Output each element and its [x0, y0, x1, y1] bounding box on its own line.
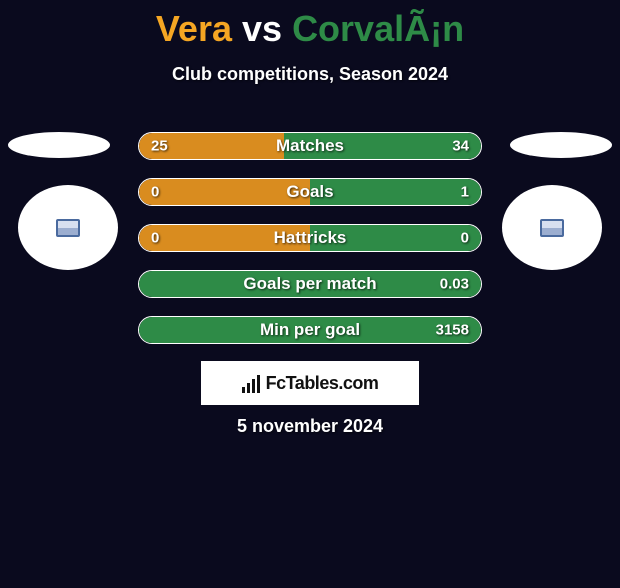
brand-logo: FcTables.com [242, 373, 379, 394]
stat-value-right: 0.03 [440, 276, 469, 293]
brand-text: FcTables.com [266, 373, 379, 394]
subtitle: Club competitions, Season 2024 [0, 64, 620, 85]
date-text: 5 november 2024 [0, 416, 620, 437]
brand-chart-icon [242, 373, 262, 393]
stat-value-right: 3158 [436, 322, 469, 339]
player1-club-circle [18, 185, 118, 270]
player2-club-badge-icon [540, 219, 564, 237]
stat-bar: Goals0 1 [138, 178, 482, 206]
stat-bar: Matches25 34 [138, 132, 482, 160]
stat-bars-container: Matches2534Goals01Hattricks00Goals per m… [138, 132, 482, 362]
player2-avatar-placeholder [510, 132, 612, 158]
stat-value-right: 34 [452, 138, 469, 155]
stat-value-right: 0 [461, 230, 469, 247]
stat-bar: Hattricks0 0 [138, 224, 482, 252]
stat-bar: Min per goal3158 [138, 316, 482, 344]
stat-label: Goals [139, 182, 481, 202]
stat-value-left: 0 [151, 184, 159, 201]
brand-box: FcTables.com [201, 361, 419, 405]
stat-label: Min per goal [139, 320, 481, 340]
player1-club-badge-icon [56, 219, 80, 237]
stat-label: Hattricks [139, 228, 481, 248]
stat-value-right: 1 [461, 184, 469, 201]
stat-label: Goals per match [139, 274, 481, 294]
vs-text: vs [242, 8, 282, 49]
comparison-title: Vera vs CorvalÃ¡n [0, 8, 620, 50]
player2-club-circle [502, 185, 602, 270]
stat-label: Matches [139, 136, 481, 156]
stat-bar: Goals per match0.03 [138, 270, 482, 298]
stat-value-left: 0 [151, 230, 159, 247]
player1-name: Vera [156, 8, 232, 49]
player1-avatar-placeholder [8, 132, 110, 158]
player2-name: CorvalÃ¡n [292, 8, 464, 49]
stat-value-left: 25 [151, 138, 168, 155]
